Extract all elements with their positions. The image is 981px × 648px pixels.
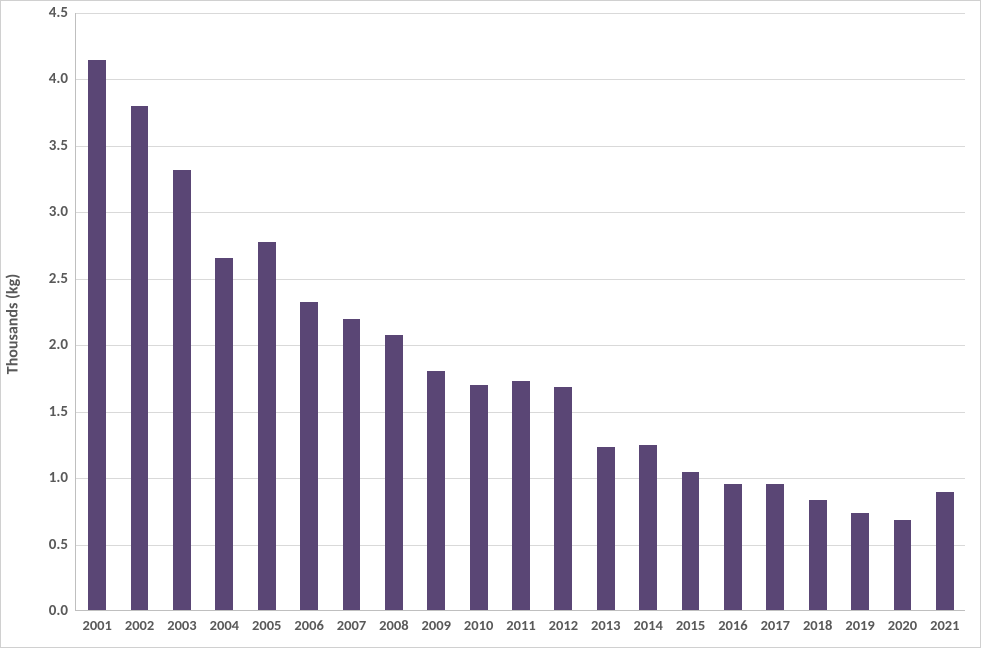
x-tick-label: 2018 bbox=[803, 610, 832, 634]
y-tick-label: 2.0 bbox=[49, 336, 76, 354]
y-axis-title: Thousands (kg) bbox=[4, 274, 23, 374]
gridline bbox=[76, 212, 965, 213]
x-tick-label: 2020 bbox=[888, 610, 917, 634]
y-tick-label: 3.5 bbox=[49, 137, 76, 155]
bar-chart: Thousands (kg) 0.00.51.01.52.02.53.03.54… bbox=[0, 0, 981, 648]
bar bbox=[258, 242, 276, 610]
bar bbox=[512, 381, 530, 610]
x-tick-label: 2008 bbox=[379, 610, 408, 634]
gridline bbox=[76, 79, 965, 80]
bar bbox=[88, 60, 106, 610]
y-tick-label: 0.5 bbox=[49, 536, 76, 554]
y-tick-label: 3.0 bbox=[49, 203, 76, 221]
x-tick-label: 2002 bbox=[125, 610, 154, 634]
x-tick-label: 2014 bbox=[633, 610, 662, 634]
bar bbox=[300, 302, 318, 610]
x-tick-label: 2004 bbox=[210, 610, 239, 634]
gridline bbox=[76, 146, 965, 147]
bar bbox=[173, 170, 191, 610]
bar bbox=[639, 445, 657, 610]
x-tick-label: 2015 bbox=[676, 610, 705, 634]
y-tick-label: 0.0 bbox=[49, 602, 76, 620]
bar bbox=[936, 492, 954, 610]
bar bbox=[215, 258, 233, 610]
bar bbox=[894, 520, 912, 610]
gridline bbox=[76, 279, 965, 280]
x-tick-label: 2010 bbox=[464, 610, 493, 634]
x-tick-label: 2019 bbox=[845, 610, 874, 634]
bar bbox=[766, 484, 784, 610]
plot-wrapper: 0.00.51.01.52.02.53.03.54.04.52001200220… bbox=[75, 13, 965, 611]
x-tick-label: 2003 bbox=[167, 610, 196, 634]
x-tick-label: 2007 bbox=[337, 610, 366, 634]
bar bbox=[131, 106, 149, 610]
x-tick-label: 2009 bbox=[422, 610, 451, 634]
bar bbox=[554, 387, 572, 610]
gridline bbox=[76, 345, 965, 346]
x-tick-label: 2013 bbox=[591, 610, 620, 634]
y-tick-label: 4.0 bbox=[49, 70, 76, 88]
bar bbox=[385, 335, 403, 610]
gridline bbox=[76, 13, 965, 14]
x-tick-label: 2006 bbox=[294, 610, 323, 634]
x-tick-label: 2012 bbox=[549, 610, 578, 634]
y-tick-label: 4.5 bbox=[49, 4, 76, 22]
bar bbox=[343, 319, 361, 610]
x-tick-label: 2001 bbox=[82, 610, 111, 634]
x-tick-label: 2011 bbox=[506, 610, 535, 634]
bar bbox=[724, 484, 742, 610]
x-tick-label: 2016 bbox=[718, 610, 747, 634]
bar bbox=[809, 500, 827, 610]
y-tick-label: 1.5 bbox=[49, 403, 76, 421]
bar bbox=[427, 371, 445, 610]
x-tick-label: 2005 bbox=[252, 610, 281, 634]
plot-area: 0.00.51.01.52.02.53.03.54.04.52001200220… bbox=[75, 13, 965, 611]
x-tick-label: 2021 bbox=[930, 610, 959, 634]
y-tick-label: 1.0 bbox=[49, 469, 76, 487]
bar bbox=[597, 447, 615, 610]
y-tick-label: 2.5 bbox=[49, 270, 76, 288]
x-tick-label: 2017 bbox=[761, 610, 790, 634]
bar bbox=[682, 472, 700, 610]
bar bbox=[851, 513, 869, 610]
bar bbox=[470, 385, 488, 610]
